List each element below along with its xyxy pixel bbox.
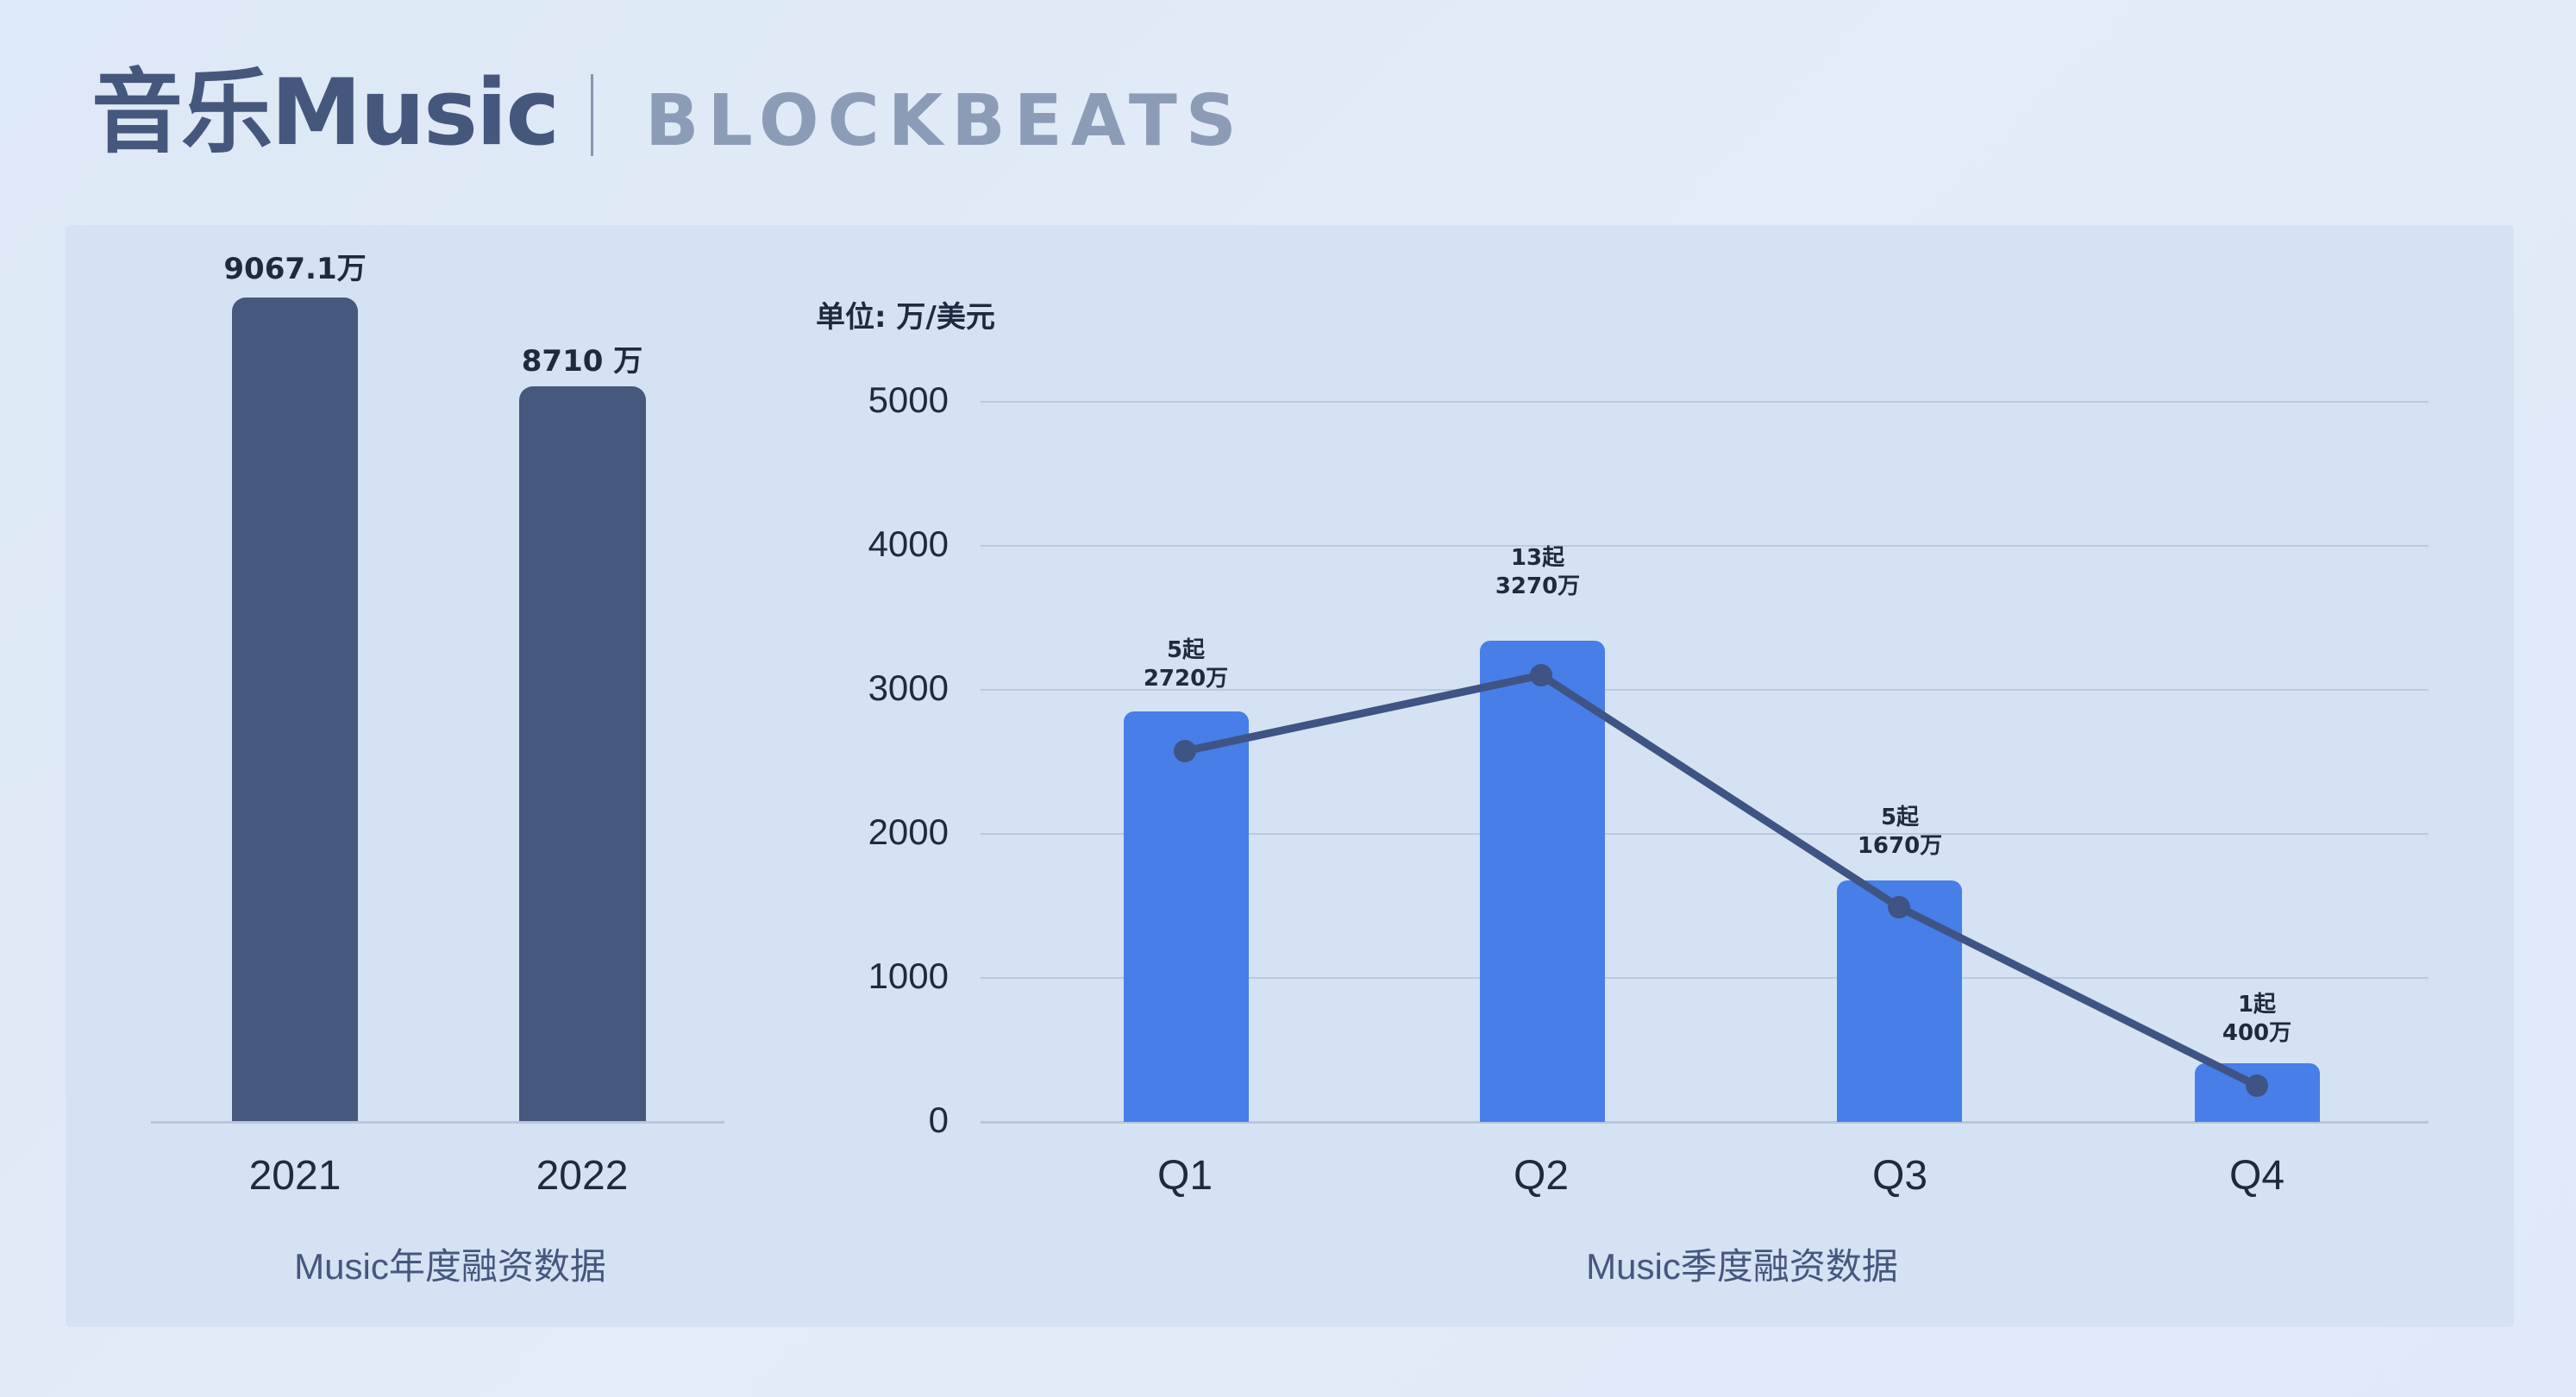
quarterly-x-axis bbox=[981, 1121, 2429, 1124]
gridline-4000 bbox=[981, 545, 2429, 547]
brand-logo: BLOCKBEATS bbox=[645, 80, 1245, 162]
x-label-q1: Q1 bbox=[1156, 1153, 1213, 1199]
bar-2022 bbox=[519, 386, 646, 1122]
chart-panel bbox=[66, 225, 2514, 1327]
bar-value-label-2021: 9067.1万 bbox=[223, 252, 367, 286]
x-label-q4: Q4 bbox=[2228, 1153, 2285, 1199]
data-label-q1-amount: 2720万 bbox=[1143, 666, 1229, 692]
data-label-q3: 5起 1670万 bbox=[1858, 804, 1942, 861]
data-label-q4-count: 1起 bbox=[2237, 992, 2277, 1018]
data-label-q1: 5起 2720万 bbox=[1144, 636, 1228, 693]
data-label-q4: 1起 400万 bbox=[2222, 991, 2291, 1048]
page-title: 音乐Music bbox=[91, 60, 560, 166]
bar-q4 bbox=[2195, 1063, 2320, 1122]
data-label-q3-count: 5起 bbox=[1880, 805, 1920, 830]
y-tick-5000: 5000 bbox=[868, 379, 949, 420]
y-tick-2000: 2000 bbox=[868, 811, 949, 852]
bar-q3 bbox=[1837, 880, 1962, 1122]
x-label-q2: Q2 bbox=[1513, 1153, 1570, 1199]
x-label-2021: 2021 bbox=[248, 1153, 342, 1199]
data-label-q2-count: 13起 bbox=[1510, 545, 1565, 571]
data-label-q3-amount: 1670万 bbox=[1857, 833, 1943, 859]
data-label-q4-amount: 400万 bbox=[2222, 1020, 2292, 1046]
y-tick-3000: 3000 bbox=[868, 667, 949, 708]
title-divider bbox=[591, 74, 593, 156]
quarterly-chart-caption: Music季度融资数据 bbox=[1586, 1246, 1898, 1287]
bar-q2 bbox=[1480, 641, 1605, 1122]
annual-x-axis bbox=[151, 1121, 724, 1124]
data-label-q2-amount: 3270万 bbox=[1495, 573, 1581, 599]
y-tick-0: 0 bbox=[928, 1099, 949, 1140]
bar-q1 bbox=[1124, 711, 1249, 1122]
bar-value-label-2022: 8710 万 bbox=[521, 344, 643, 379]
y-tick-4000: 4000 bbox=[868, 523, 949, 564]
data-label-q2: 13起 3270万 bbox=[1495, 544, 1580, 601]
gridline-5000 bbox=[981, 401, 2429, 403]
annual-chart-caption: Music年度融资数据 bbox=[294, 1246, 606, 1287]
data-label-q1-count: 5起 bbox=[1166, 637, 1206, 663]
x-label-q3: Q3 bbox=[1871, 1153, 1928, 1199]
y-tick-1000: 1000 bbox=[868, 955, 949, 996]
x-label-2022: 2022 bbox=[536, 1153, 629, 1199]
bar-2021 bbox=[232, 298, 358, 1122]
unit-label: 单位: 万/美元 bbox=[816, 300, 995, 335]
